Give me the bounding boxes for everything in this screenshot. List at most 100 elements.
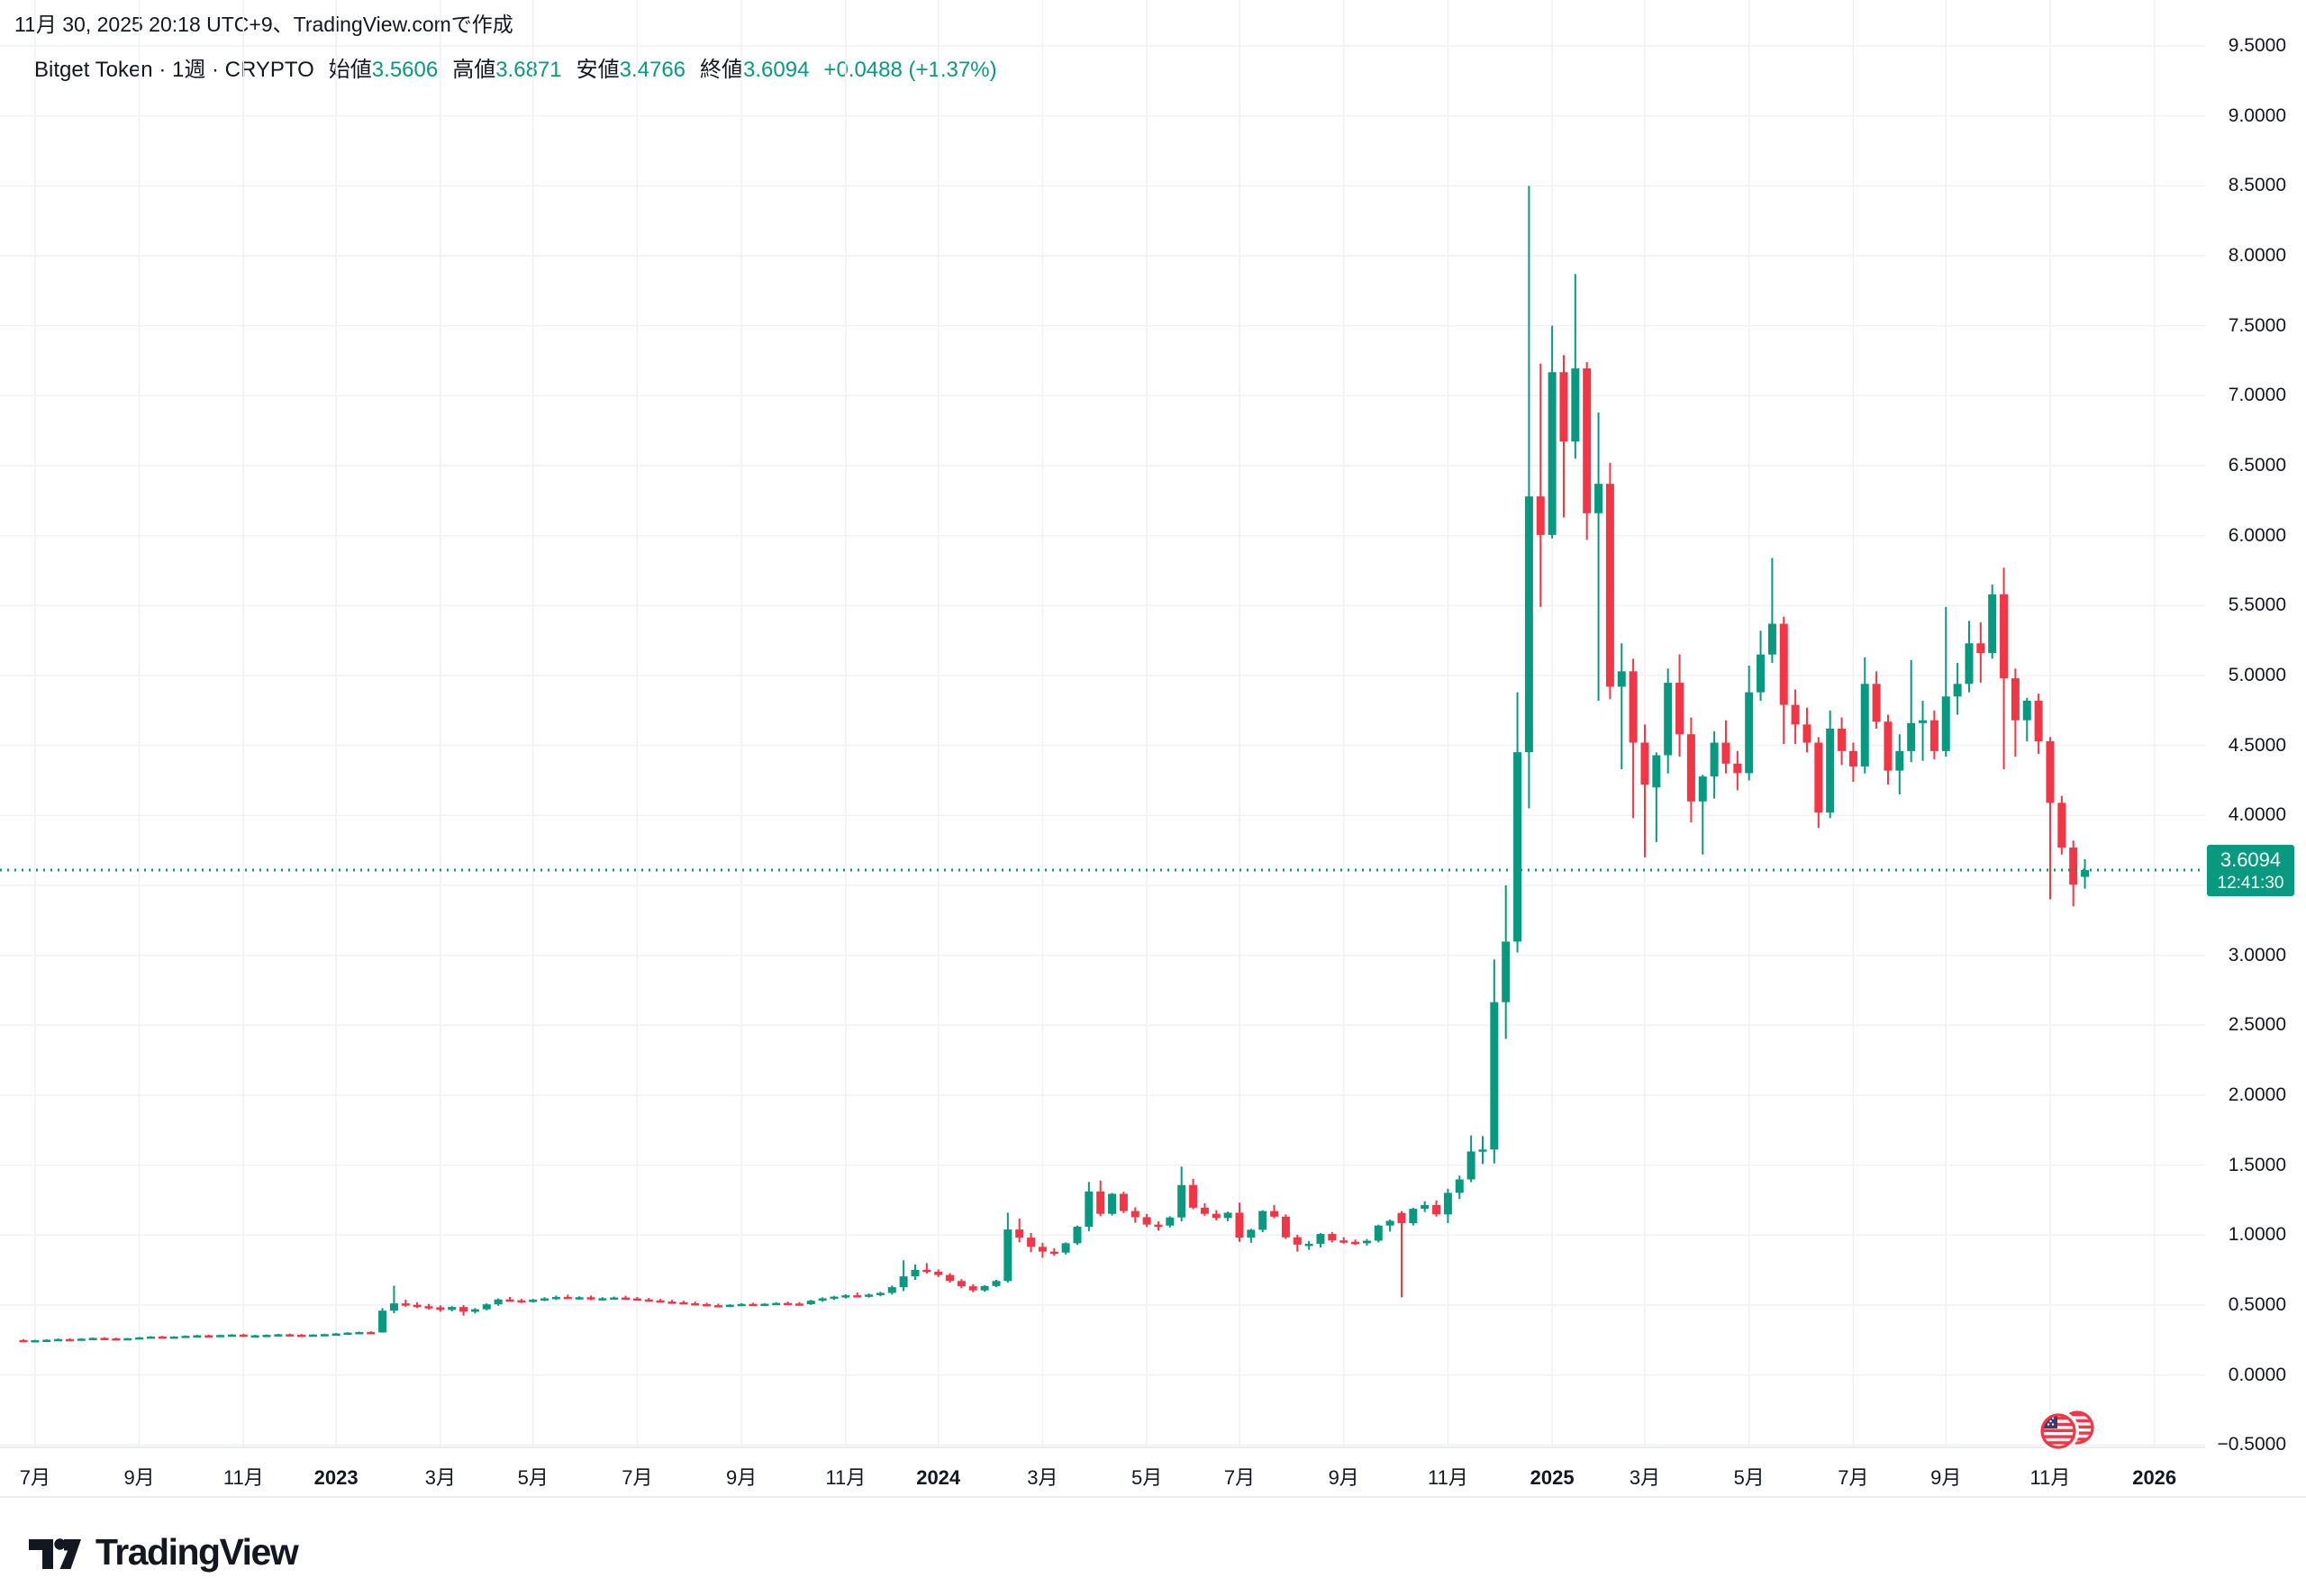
candle-body <box>667 1301 676 1304</box>
candle-body <box>1757 654 1766 693</box>
candle-body <box>1374 1225 1383 1241</box>
candle-body <box>1490 1002 1499 1150</box>
candle-body <box>112 1338 121 1341</box>
candle-body <box>470 1309 479 1312</box>
candle-body <box>1362 1240 1371 1244</box>
time-axis-month-label: 9月 <box>123 1466 155 1489</box>
high-value: 3.6871 <box>495 58 562 82</box>
candle-body <box>100 1338 109 1340</box>
candle-body <box>1791 704 1800 725</box>
candle-body <box>632 1298 641 1301</box>
candle-body <box>193 1335 202 1338</box>
candle-body <box>262 1335 271 1338</box>
candle-body <box>725 1304 734 1308</box>
candle-body <box>1432 1204 1441 1215</box>
time-axis-year-label: 2025 <box>1530 1466 1575 1489</box>
price-axis-label: 9.0000 <box>2228 104 2286 126</box>
candle-body <box>2057 803 2066 848</box>
candle-body <box>899 1276 908 1288</box>
candle-body <box>1502 941 1511 1002</box>
candle-body <box>1838 729 1847 751</box>
candle-body <box>459 1307 468 1312</box>
candle-body <box>158 1336 167 1339</box>
tradingview-logo-icon <box>29 1537 81 1569</box>
time-axis-month-label: 7月 <box>1838 1466 1869 1489</box>
candle-body <box>610 1297 619 1301</box>
candle-body <box>794 1303 803 1306</box>
candle-body <box>1860 684 1869 766</box>
candle-body <box>540 1298 549 1301</box>
candle-body <box>1421 1204 1430 1210</box>
candle-body <box>1304 1243 1313 1247</box>
candle-body <box>1281 1216 1290 1238</box>
candle-body <box>1929 720 1938 751</box>
candle-body <box>679 1301 688 1305</box>
candle-body <box>42 1339 51 1342</box>
candle-body <box>1455 1179 1464 1193</box>
candle-body <box>320 1334 329 1337</box>
candle-body <box>1177 1184 1186 1218</box>
candle-body <box>1212 1213 1221 1219</box>
change-value: +0.0488 (+1.37%) <box>823 58 997 82</box>
candle-body <box>297 1334 306 1338</box>
candle-body <box>1443 1192 1452 1215</box>
close-value: 3.6094 <box>743 58 810 82</box>
price-axis-label: 2.0000 <box>2228 1084 2286 1105</box>
candle-body <box>563 1296 572 1300</box>
candle-body <box>749 1303 758 1307</box>
candle-body <box>65 1338 74 1342</box>
candle-body <box>274 1334 283 1337</box>
price-axis-label: −0.5000 <box>2217 1434 2287 1455</box>
candle-body <box>436 1307 445 1310</box>
candle-body <box>887 1287 896 1293</box>
candle-body <box>865 1294 874 1297</box>
candle-body <box>308 1334 317 1338</box>
candle-body <box>1385 1220 1394 1226</box>
candle-body <box>980 1285 989 1291</box>
candle-body <box>1339 1240 1348 1243</box>
candle-body <box>1108 1193 1117 1214</box>
candle-body <box>760 1303 769 1307</box>
time-axis-month-label: 5月 <box>517 1466 549 1489</box>
symbol-title: Bitget Token · 1週 · CRYPTO <box>34 58 314 82</box>
candle-body <box>1941 696 1950 751</box>
candle-body <box>1594 484 1603 513</box>
time-axis-month-label: 5月 <box>1131 1466 1163 1489</box>
creation-timestamp: 11月 30, 2025 20:18 UTC+9、TradingView.com… <box>14 13 513 36</box>
candle-body <box>1605 484 1614 687</box>
candle-body <box>1223 1212 1232 1219</box>
time-axis-month-label: 3月 <box>1629 1466 1661 1489</box>
time-axis-month-label: 11月 <box>222 1466 264 1489</box>
time-axis-month-label: 5月 <box>1733 1466 1765 1489</box>
time-axis-month-label: 7月 <box>622 1466 653 1489</box>
candle-body <box>2000 594 2009 679</box>
candle-body <box>1096 1191 1105 1214</box>
candle-body <box>424 1306 433 1309</box>
time-axis: 7月 9月 11月 2023 3月 5月 7月 9月 11月 2024 3月 5月 7月 9月 11月 202… <box>0 1459 2306 1497</box>
tradingview-logo[interactable]: TradingView <box>27 1531 299 1573</box>
candle-body <box>2081 869 2090 877</box>
candle-body <box>703 1303 712 1307</box>
candle-body <box>691 1302 700 1306</box>
candle-body <box>713 1305 722 1308</box>
candle-body <box>1466 1151 1475 1180</box>
candle-body <box>1247 1229 1256 1238</box>
candle-body <box>448 1307 457 1310</box>
candle-body <box>598 1298 607 1301</box>
price-axis: 9.5000 9.0000 8.5000 8.0000 7.5000 7.0000 6.50… <box>2214 0 2287 1596</box>
candle-body <box>644 1299 653 1302</box>
candle-body <box>841 1295 850 1298</box>
candle-body <box>830 1296 839 1300</box>
candle-body <box>1293 1237 1302 1245</box>
bar-countdown: 12:41:30 <box>2217 873 2284 893</box>
candle-body <box>1200 1207 1209 1214</box>
price-axis-label: 3.0000 <box>2228 944 2286 966</box>
candle-body <box>586 1297 595 1300</box>
tradingview-logo-text: TradingView <box>95 1531 299 1573</box>
price-axis-label: 0.0000 <box>2228 1364 2286 1385</box>
candle-body <box>1085 1191 1094 1227</box>
candle-body <box>88 1338 97 1340</box>
candle-body <box>1721 742 1730 764</box>
candle-body <box>1119 1193 1128 1211</box>
